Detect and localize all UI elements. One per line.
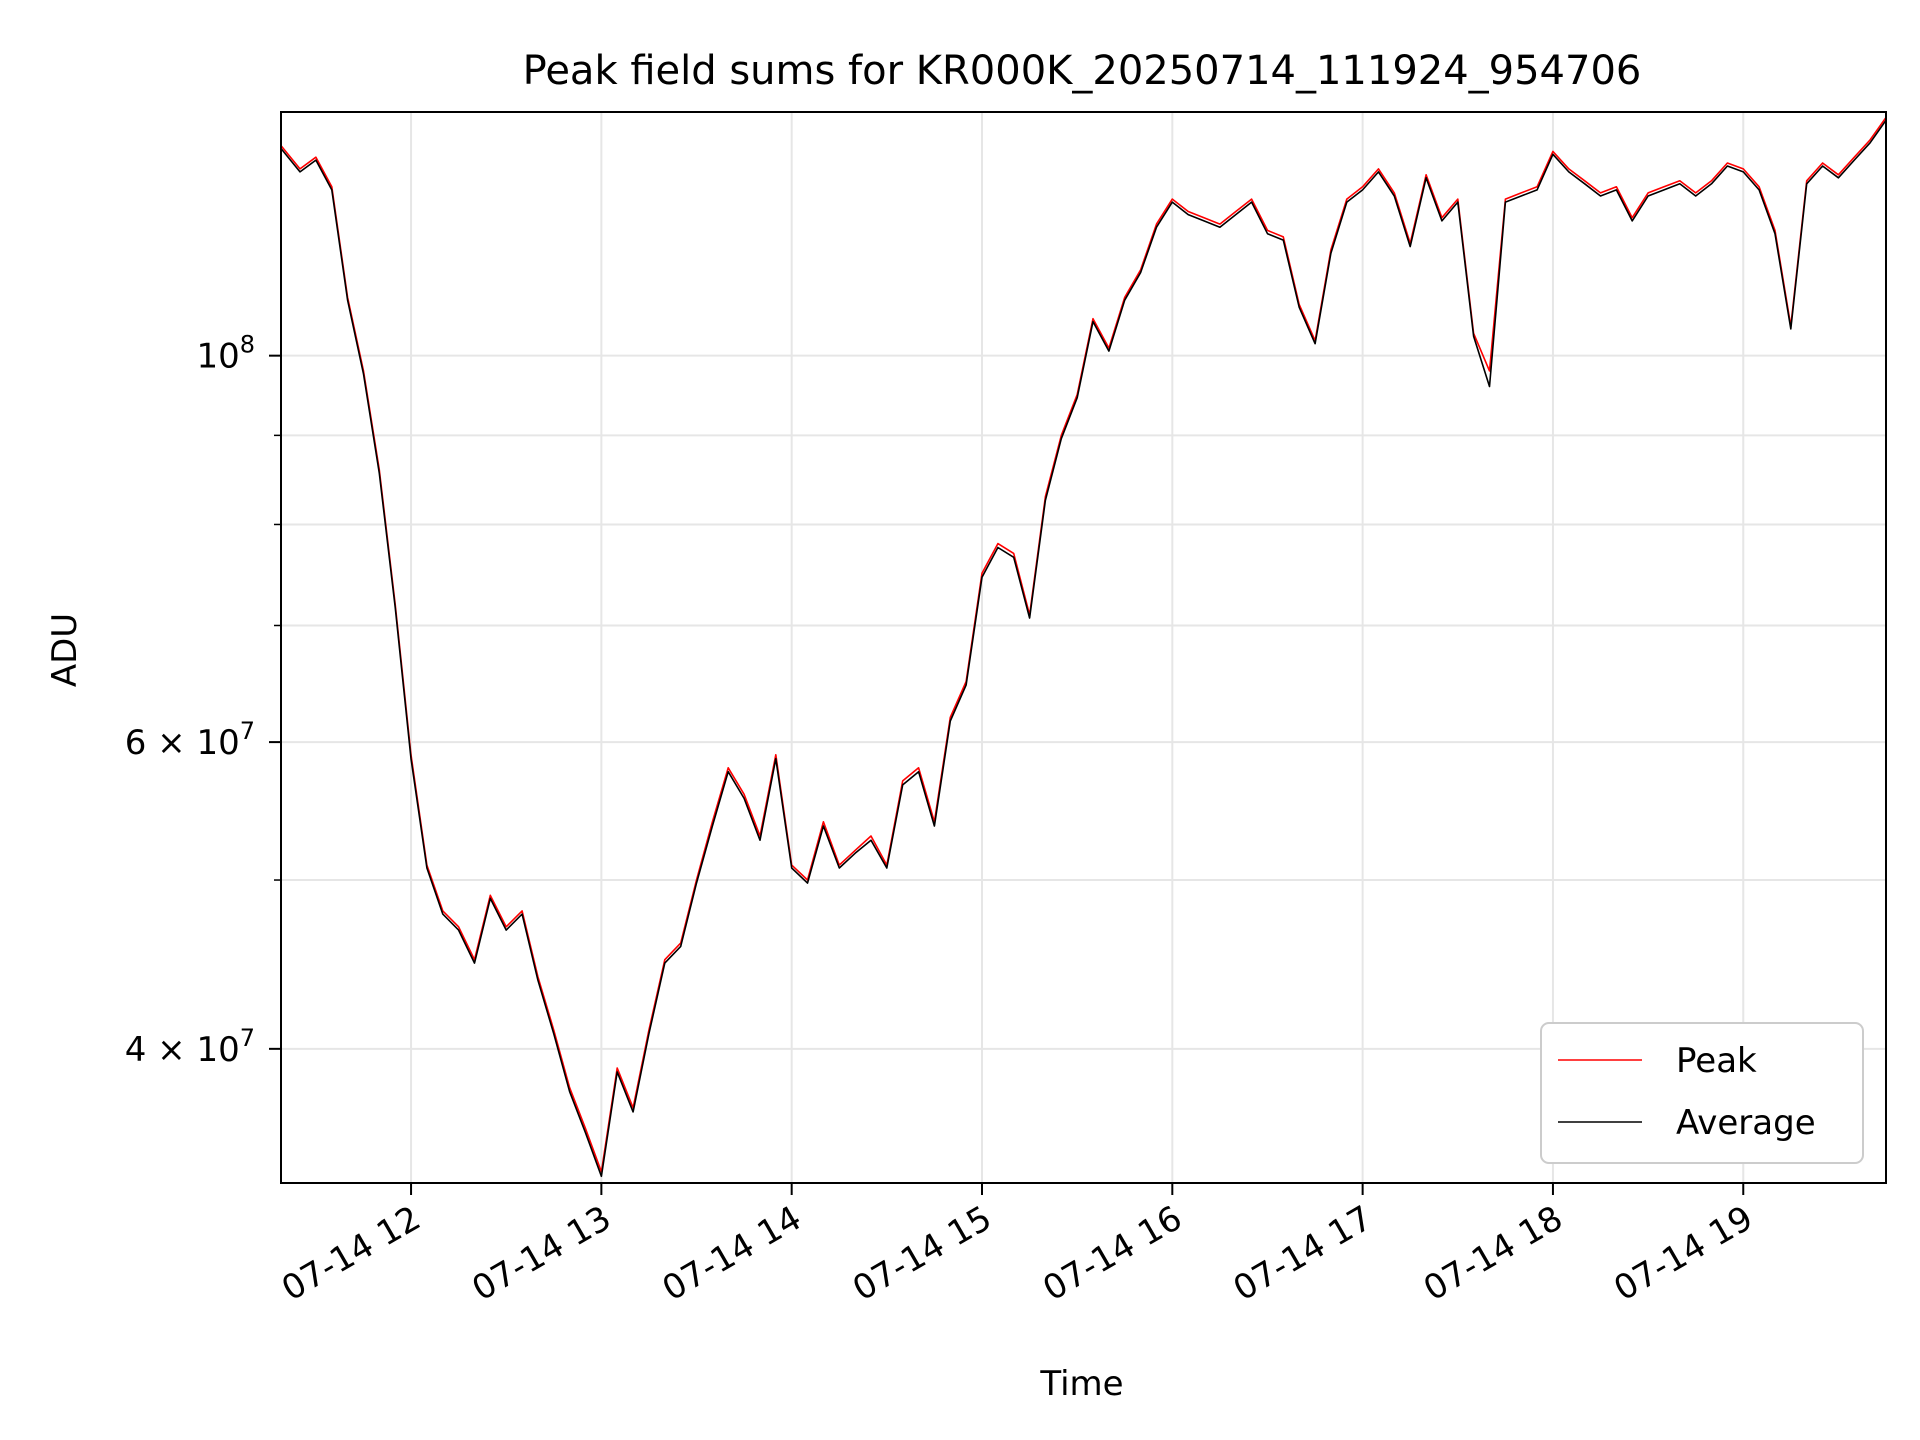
plot-frame bbox=[280, 111, 1887, 1184]
y-tick-label-base: 6 × 10 bbox=[125, 723, 240, 763]
y-tick-label-exponent: 7 bbox=[240, 1024, 255, 1052]
series-layer bbox=[281, 117, 1886, 1178]
y-tick-label-exponent: 8 bbox=[240, 331, 255, 359]
chart-title: Peak field sums for KR000K_20250714_1119… bbox=[523, 48, 1642, 94]
y-tick-label-base: 10 bbox=[196, 337, 239, 377]
legend: Peak Average bbox=[1540, 1022, 1864, 1164]
series-line-average bbox=[281, 119, 1886, 1178]
y-axis-label: ADU bbox=[45, 613, 85, 687]
legend-box bbox=[1540, 1022, 1864, 1164]
y-tick-label-base: 4 × 10 bbox=[125, 1030, 240, 1070]
y-tick-label-exponent: 7 bbox=[240, 717, 255, 745]
y-tick-label: 6 × 107 bbox=[125, 717, 255, 763]
x-axis-label: Time bbox=[1039, 1364, 1123, 1404]
y-tick-label: 4 × 107 bbox=[125, 1024, 255, 1070]
y-tick-label: 108 bbox=[196, 331, 255, 377]
legend-average-label: Average bbox=[1676, 1103, 1816, 1143]
legend-peak-label: Peak bbox=[1676, 1041, 1757, 1081]
